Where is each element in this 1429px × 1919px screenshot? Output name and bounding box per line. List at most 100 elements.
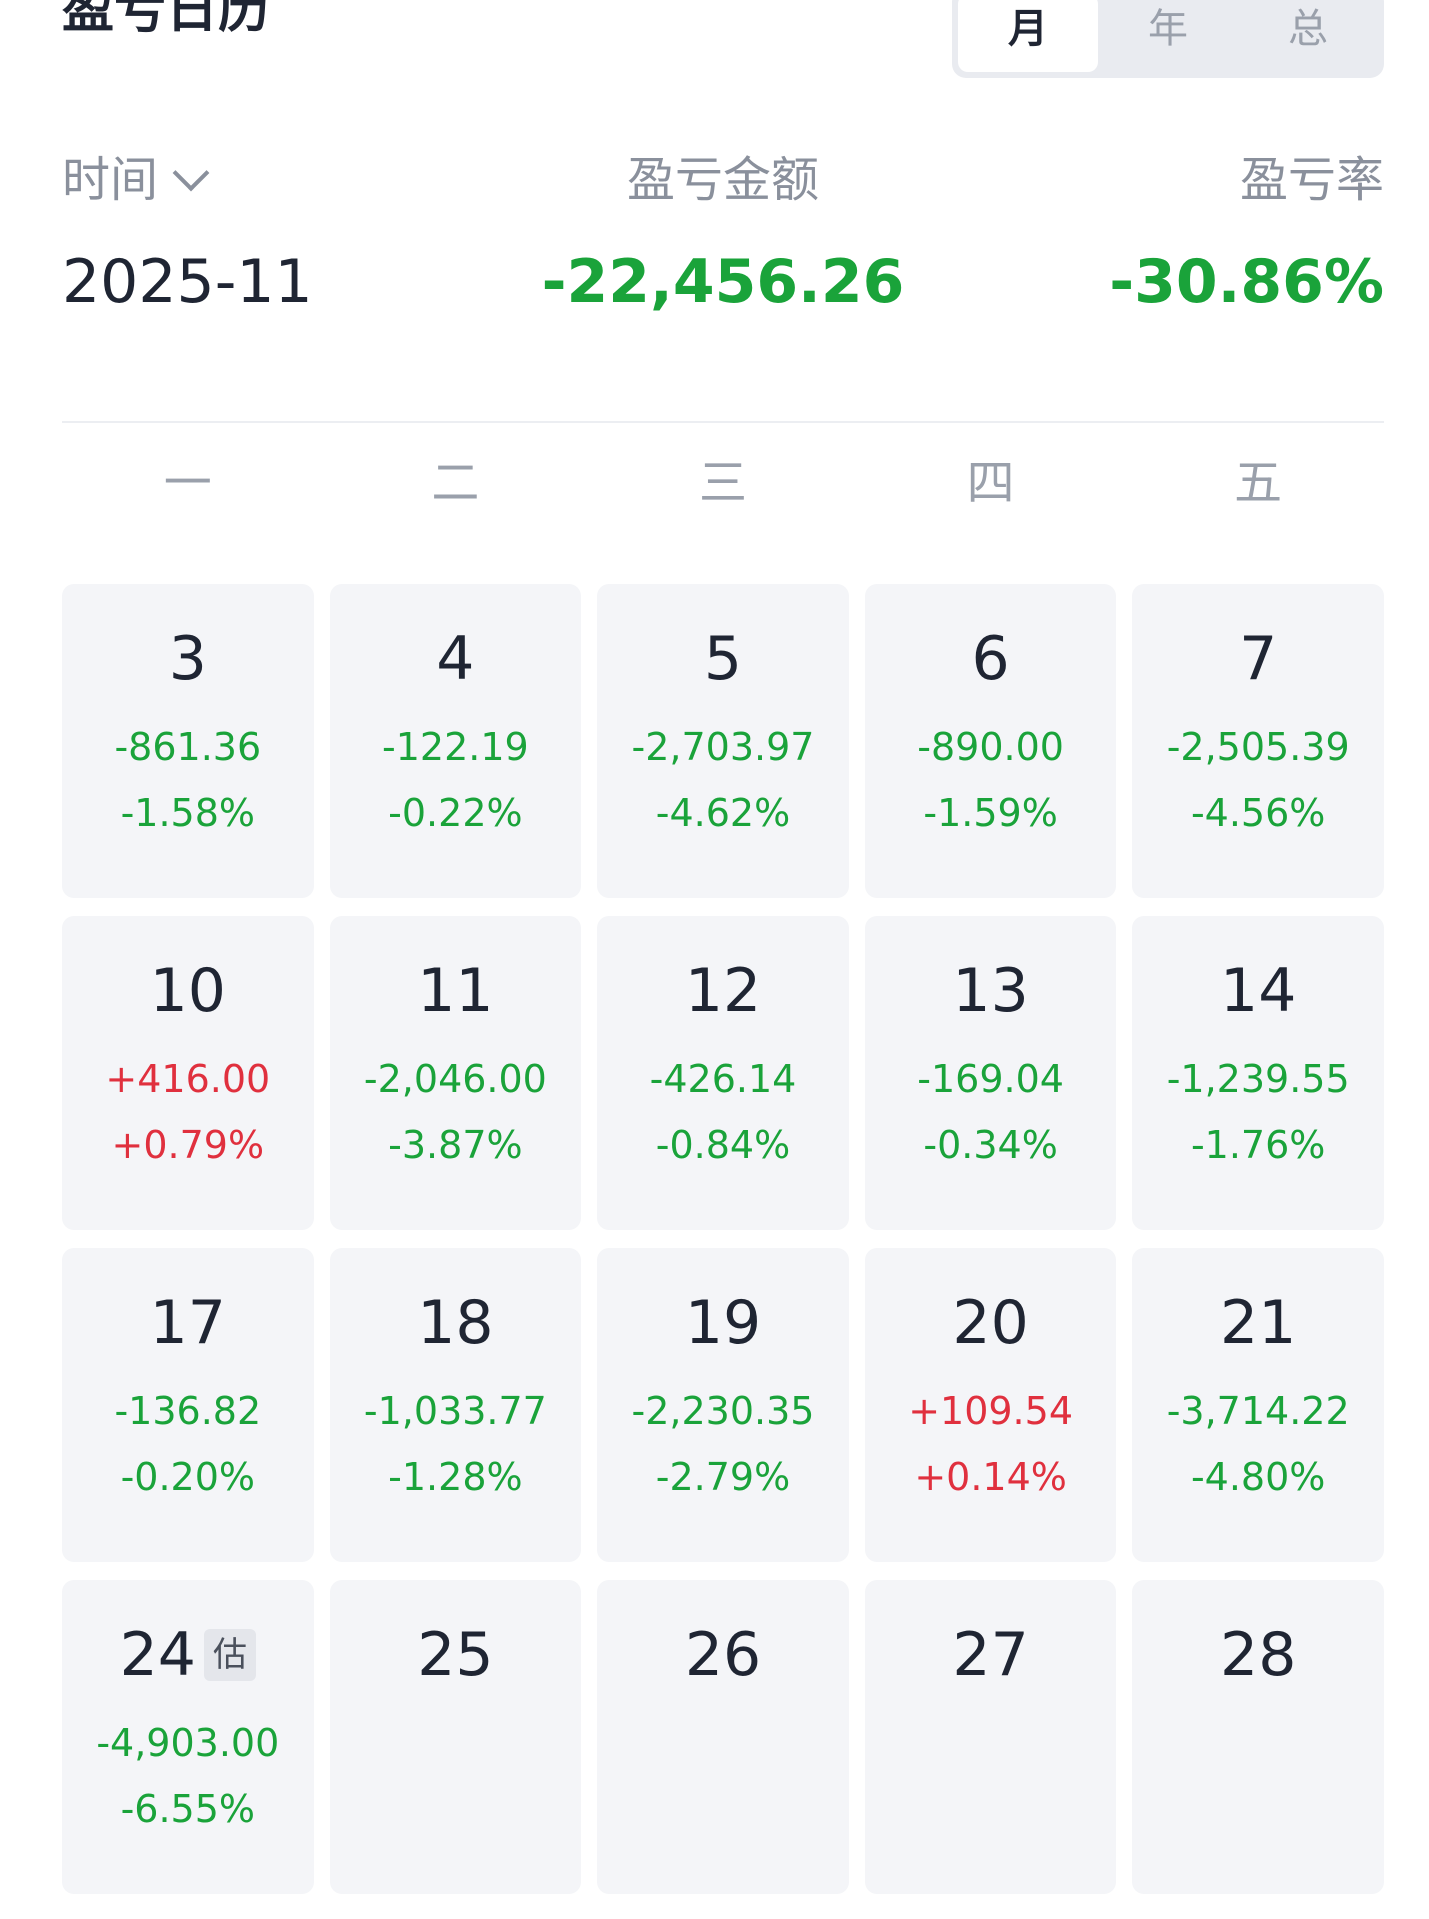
day-pnl-amount: -2,505.39	[1166, 725, 1350, 769]
day-pnl-rate: -0.34%	[923, 1123, 1058, 1167]
day-number-row: 10	[62, 956, 314, 1026]
day-pnl-amount: -861.36	[114, 725, 262, 769]
total-pnl-rate: -30.86%	[1109, 247, 1384, 317]
day-pnl-rate: -0.20%	[120, 1455, 256, 1499]
calendar-day-cell[interactable]: 7 -2,505.39 -4.56%	[1132, 584, 1384, 898]
calendar-day-cell[interactable]: 19 -2,230.35 -2.79%	[597, 1248, 849, 1562]
calendar-day-cell[interactable]: 11 -2,046.00 -3.87%	[329, 916, 582, 1230]
day-number-row: 13	[865, 956, 1117, 1026]
day-pnl-amount: +416.00	[105, 1057, 271, 1101]
time-selector[interactable]: 时间	[62, 148, 210, 212]
weekday-thu: 四	[966, 455, 1015, 511]
day-number: 18	[417, 1288, 494, 1358]
day-pnl-rate: -1.58%	[120, 791, 256, 835]
day-pnl-amount: -1,239.55	[1166, 1057, 1350, 1101]
day-pnl-amount: -169.04	[917, 1057, 1064, 1101]
day-number-row: 25	[330, 1620, 582, 1690]
calendar-day-cell[interactable]: 4 -122.19 -0.22%	[329, 584, 582, 898]
day-pnl-amount: -890.00	[917, 725, 1064, 769]
day-number: 25	[417, 1620, 494, 1690]
amount-label: 盈亏金额	[626, 152, 819, 208]
day-number-row: 20	[865, 1288, 1117, 1358]
day-number: 13	[952, 956, 1029, 1026]
calendar-day-cell[interactable]: 24 估 -4,903.00 -6.55%	[62, 1580, 314, 1894]
summary-labels: 盈亏金额 时间 盈亏率	[62, 148, 1384, 212]
period-segmented-control: 月 年 总	[952, 0, 1384, 78]
selected-month: 2025-11	[62, 247, 313, 317]
day-number: 5	[703, 624, 743, 694]
day-number-row: 12	[597, 956, 849, 1026]
day-pnl-amount: -3,714.22	[1166, 1389, 1350, 1433]
day-pnl-rate: +0.14%	[914, 1455, 1067, 1499]
day-number-row: 7	[1132, 624, 1384, 694]
calendar-day-cell[interactable]: 28	[1132, 1580, 1384, 1894]
period-option-month[interactable]: 月	[958, 0, 1098, 72]
day-number: 24	[119, 1620, 196, 1690]
day-number-row: 27	[865, 1620, 1117, 1690]
day-number: 6	[971, 624, 1010, 694]
day-number: 26	[684, 1620, 762, 1690]
day-number-row: 28	[1132, 1620, 1384, 1690]
period-option-year[interactable]: 年	[1148, 6, 1188, 52]
day-pnl-rate: -3.87%	[388, 1123, 523, 1167]
calendar-day-cell[interactable]: 10 +416.00 +0.79%	[62, 916, 314, 1230]
divider	[62, 421, 1384, 423]
day-pnl-amount: -4,903.00	[96, 1721, 280, 1765]
calendar-day-cell[interactable]: 26	[597, 1580, 849, 1894]
day-number-row: 26	[597, 1620, 849, 1690]
day-pnl-rate: -2.79%	[655, 1455, 791, 1499]
day-number-row: 18	[330, 1288, 582, 1358]
day-number-row: 14	[1132, 956, 1384, 1026]
calendar-day-cell[interactable]: 3 -861.36 -1.58%	[62, 584, 314, 898]
day-number: 4	[436, 624, 475, 694]
pnl-calendar-page: 盈亏日历 月 年 总 盈亏金额 时间 盈亏率 -22,456.26 2025-1…	[62, 0, 1384, 1919]
calendar-day-cell[interactable]: 18 -1,033.77 -1.28%	[329, 1248, 582, 1562]
day-number: 21	[1220, 1288, 1297, 1358]
day-number-row: 6	[865, 624, 1117, 694]
day-pnl-rate: -1.76%	[1190, 1123, 1326, 1167]
total-pnl-amount: -22,456.26	[541, 247, 905, 317]
day-number-row: 21	[1132, 1288, 1384, 1358]
period-option-total[interactable]: 总	[1288, 6, 1328, 52]
chevron-down-icon	[172, 154, 210, 192]
day-number: 20	[952, 1288, 1029, 1358]
page-title: 盈亏日历	[62, 0, 271, 40]
calendar-day-cell[interactable]: 13 -169.04 -0.34%	[864, 916, 1117, 1230]
day-pnl-rate: -6.55%	[120, 1787, 256, 1831]
day-number: 11	[417, 956, 494, 1026]
calendar-grid: 3 -861.36 -1.58% 4 -122.19 -0.22% 5 -2,703.97 -4…	[62, 584, 1384, 1894]
day-pnl-amount: -426.14	[649, 1057, 797, 1101]
weekday-header: 一 二 三 四 五	[62, 448, 1384, 518]
rate-label: 盈亏率	[1239, 152, 1384, 208]
day-number: 27	[952, 1620, 1029, 1690]
day-pnl-amount: -2,046.00	[363, 1057, 547, 1101]
day-pnl-rate: -0.84%	[655, 1123, 791, 1167]
day-number: 28	[1220, 1620, 1297, 1690]
day-pnl-rate: -0.22%	[388, 791, 523, 835]
calendar-day-cell[interactable]: 12 -426.14 -0.84%	[597, 916, 849, 1230]
day-number-row: 19	[597, 1288, 849, 1358]
calendar-day-cell[interactable]: 5 -2,703.97 -4.62%	[597, 584, 849, 898]
day-pnl-amount: -1,033.77	[363, 1389, 547, 1433]
day-number-row: 17	[62, 1288, 314, 1358]
day-pnl-rate: -4.56%	[1190, 791, 1326, 835]
calendar-day-cell[interactable]: 27	[864, 1580, 1117, 1894]
calendar-day-cell[interactable]: 21 -3,714.22 -4.80%	[1132, 1248, 1384, 1562]
calendar-day-cell[interactable]: 6 -890.00 -1.59%	[864, 584, 1117, 898]
calendar-day-cell[interactable]: 17 -136.82 -0.20%	[62, 1248, 314, 1562]
day-number: 17	[149, 1288, 226, 1358]
day-number-row: 11	[330, 956, 582, 1026]
day-pnl-amount: +109.54	[908, 1389, 1073, 1433]
day-pnl-amount: -136.82	[114, 1389, 262, 1433]
calendar-day-cell[interactable]: 25	[329, 1580, 582, 1894]
day-pnl-rate: -1.28%	[388, 1455, 523, 1499]
weekday-wed: 三	[698, 455, 747, 511]
weekday-fri: 五	[1234, 455, 1283, 511]
calendar-day-cell[interactable]: 14 -1,239.55 -1.76%	[1132, 916, 1384, 1230]
day-pnl-rate: +0.79%	[111, 1123, 265, 1167]
day-pnl-rate: -4.62%	[655, 791, 791, 835]
time-label: 时间	[62, 152, 159, 208]
day-pnl-rate: -1.59%	[923, 791, 1058, 835]
weekday-mon: 一	[163, 455, 212, 511]
calendar-day-cell[interactable]: 20 +109.54 +0.14%	[864, 1248, 1117, 1562]
